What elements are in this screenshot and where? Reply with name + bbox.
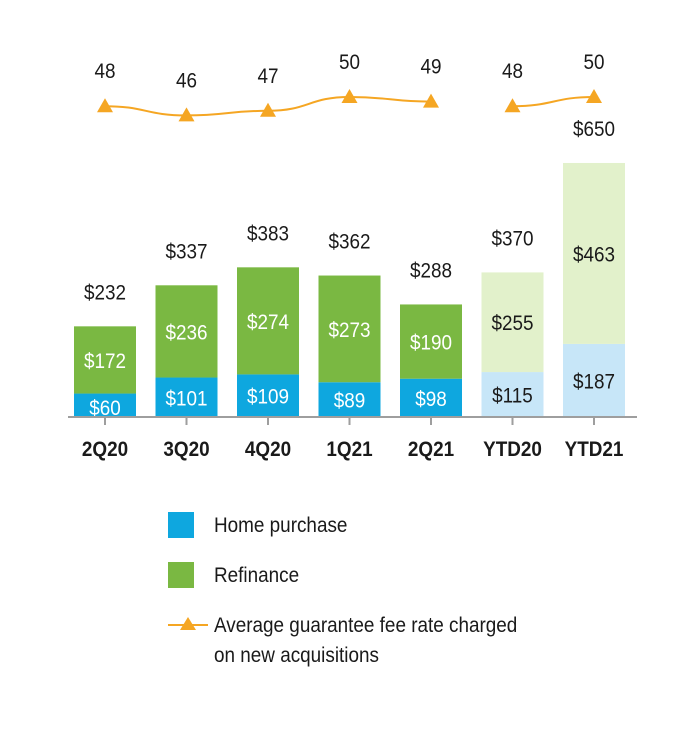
bar-layer: $60 $172 $232 $101 $236 $337 $109 $274 $383 $89 $2… (74, 118, 625, 420)
value-label-refinance-2q20: $172 (84, 350, 126, 373)
value-label-home-purchase-ytd20: $115 (492, 385, 533, 408)
legend-swatch-refinance (168, 562, 194, 588)
x-tick-label-3q20: 3Q20 (163, 438, 209, 461)
fee-rate-line-layer: 48 46 47 50 49 48 50 (94, 51, 605, 122)
legend-label-fee-rate-line2: on new acquisitions (214, 644, 379, 667)
bar-home-purchase-ytd20 (481, 372, 544, 417)
value-label-refinance-2q21: $190 (410, 332, 452, 355)
legend-swatch-home-purchase (168, 512, 194, 538)
bar-home-purchase-2q20 (74, 393, 136, 417)
total-label-1q21: $362 (328, 231, 370, 254)
value-label-home-purchase-3q20: $101 (165, 387, 207, 410)
fee-rate-marker-3q20 (178, 107, 195, 122)
fee-rate-marker-2q21 (423, 93, 439, 108)
legend: Home purchase Refinance Average guarante… (168, 510, 668, 680)
legend-item-refinance: Refinance (168, 560, 668, 600)
total-label-ytd20: $370 (491, 228, 533, 251)
x-tick-layer: 2Q20 3Q20 4Q20 1Q21 2Q21 YTD20 YTD21 (82, 417, 624, 461)
legend-label-refinance: Refinance (214, 564, 300, 587)
total-label-2q20: $232 (84, 281, 126, 304)
value-label-home-purchase-2q21: $98 (415, 388, 447, 411)
fee-rate-label-3q20: 46 (176, 70, 197, 93)
fee-rate-label-ytd21: 50 (583, 51, 604, 74)
value-label-refinance-3q20: $236 (165, 322, 207, 345)
bar-refinance-1q21 (318, 275, 381, 383)
total-label-4q20: $383 (247, 222, 289, 245)
fee-rate-label-2q21: 49 (420, 56, 441, 79)
bar-refinance-3q20 (155, 285, 218, 378)
x-tick-label-2q20: 2Q20 (82, 438, 128, 461)
value-label-refinance-ytd21: $463 (573, 244, 615, 267)
legend-label-home-purchase: Home purchase (214, 514, 348, 537)
fee-rate-marker-1q21 (341, 89, 358, 103)
fee-rate-label-ytd20: 48 (502, 60, 523, 83)
fee-rate-marker-ytd20 (504, 98, 521, 113)
value-label-refinance-ytd20: $255 (491, 312, 533, 335)
value-label-home-purchase-4q20: $109 (247, 386, 289, 409)
x-tick-label-2q21: 2Q21 (408, 438, 454, 461)
value-label-home-purchase-ytd21: $187 (573, 371, 615, 394)
bar-home-purchase-ytd21 (563, 343, 625, 417)
bar-refinance-4q20 (237, 267, 299, 375)
fee-rate-marker-2q20 (97, 98, 113, 113)
legend-line-marker-icon (168, 617, 208, 630)
x-tick-label-ytd20: YTD20 (483, 438, 542, 461)
fee-rate-marker-ytd21 (586, 89, 602, 103)
x-tick-label-ytd21: YTD21 (565, 438, 624, 461)
bar-home-purchase-3q20 (155, 377, 218, 417)
fee-rate-label-4q20: 47 (257, 65, 278, 88)
total-label-ytd21: $650 (573, 118, 615, 141)
total-label-2q21: $288 (410, 260, 452, 283)
legend-item-fee-rate: Average guarantee fee rate charged on ne… (168, 610, 668, 670)
x-tick-label-4q20: 4Q20 (245, 438, 291, 461)
bar-home-purchase-1q21 (318, 382, 381, 417)
bar-home-purchase-4q20 (237, 374, 299, 417)
bar-refinance-2q21 (400, 304, 462, 379)
total-label-3q20: $337 (165, 240, 207, 263)
value-label-refinance-1q21: $273 (328, 319, 370, 342)
legend-item-home-purchase: Home purchase (168, 510, 668, 550)
bar-refinance-2q20 (74, 326, 136, 394)
bar-refinance-ytd21 (563, 162, 625, 344)
x-tick-label-1q21: 1Q21 (326, 438, 372, 461)
value-label-refinance-4q20: $274 (247, 311, 289, 334)
fee-rate-marker-4q20 (260, 102, 276, 117)
fee-rate-label-1q21: 50 (339, 51, 360, 74)
legend-label-fee-rate-line1: Average guarantee fee rate charged (214, 614, 518, 637)
value-label-home-purchase-2q20: $60 (89, 397, 121, 420)
fee-rate-label-2q20: 48 (94, 60, 115, 83)
bar-home-purchase-2q21 (400, 378, 462, 417)
value-label-home-purchase-1q21: $89 (334, 390, 366, 413)
bar-refinance-ytd20 (481, 272, 544, 373)
fee-rate-line-segment-2 (512, 96, 595, 108)
